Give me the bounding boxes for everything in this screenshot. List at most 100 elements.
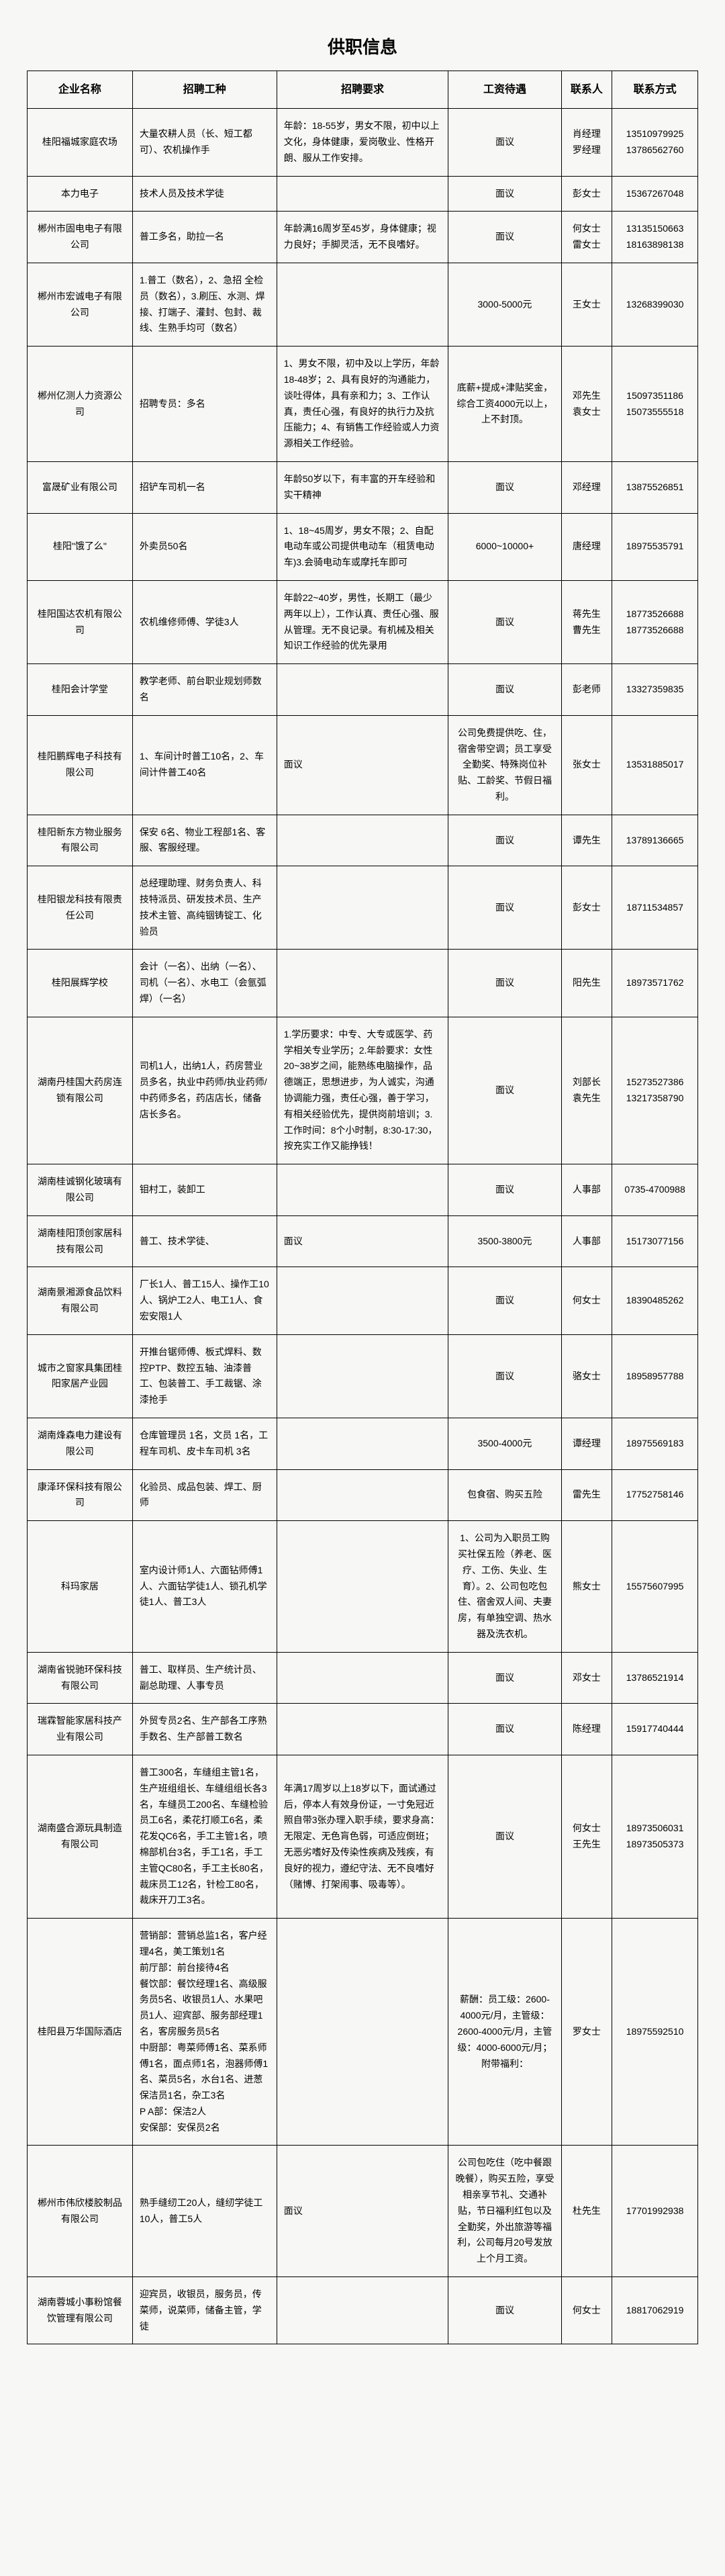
cell-contact: 骆女士: [561, 1334, 612, 1418]
th-job: 招聘工种: [132, 71, 277, 109]
cell-phone: 18975569183: [612, 1418, 698, 1470]
cell-pay: 面议: [448, 1334, 561, 1418]
cell-job: 室内设计师1人、六面钻师傅1人、六面钻学徒1人、锁孔机学徒1人、普工3人: [132, 1521, 277, 1653]
cell-pay: 3000-5000元: [448, 263, 561, 346]
cell-phone: 15367267048: [612, 176, 698, 212]
cell-company: 瑞霖智能家居科技产业有限公司: [28, 1704, 133, 1755]
cell-pay: 面议: [448, 2277, 561, 2344]
cell-phone: 18973571762: [612, 950, 698, 1017]
cell-company: 湖南景湘源食品饮料有限公司: [28, 1267, 133, 1334]
table-row: 康泽环保科技有限公司化验员、成品包装、焊工、厨师包食宿、购买五险雷先生17752…: [28, 1469, 698, 1521]
cell-contact: 何女士王先生: [561, 1755, 612, 1918]
cell-pay: 面议: [448, 1652, 561, 1704]
cell-contact: 何女士雷女士: [561, 212, 612, 263]
cell-contact: 张女士: [561, 715, 612, 815]
cell-company: 湖南蓉城小事粉馆餐饮管理有限公司: [28, 2277, 133, 2344]
cell-req: 面议: [277, 1215, 448, 1267]
cell-req: [277, 1919, 448, 2146]
cell-company: 湖南省锐驰环保科技有限公司: [28, 1652, 133, 1704]
cell-req: [277, 866, 448, 950]
table-row: 郴州市宏诚电子有限公司1.普工（数名），2、急招 全检员（数名），3.刷压、水测…: [28, 263, 698, 346]
th-req: 招聘要求: [277, 71, 448, 109]
cell-job: 司机1人，出纳1人，药房营业员多名，执业中药师/执业药师/中药师多名，药店店长，…: [132, 1017, 277, 1164]
cell-company: 郴州亿测人力资源公司: [28, 347, 133, 462]
cell-contact: 邓女士: [561, 1652, 612, 1704]
cell-contact: 彭老师: [561, 664, 612, 716]
table-row: 桂阳银龙科技有限责任公司总经理助理、财务负责人、科技特派员、研发技术员、生产技术…: [28, 866, 698, 950]
cell-job: 迎宾员，收银员，服务员，传菜师，说菜师，储备主管，学徒: [132, 2277, 277, 2344]
table-row: 桂阳鹏辉电子科技有限公司1、车间计时普工10名，2、车间计件普工40名面议公司免…: [28, 715, 698, 815]
table-row: 富晟矿业有限公司招铲车司机一名年龄50岁以下，有丰富的开车经验和实干精神面议邓经…: [28, 461, 698, 513]
cell-req: 1、男女不限，初中及以上学历，年龄18-48岁；2、具有良好的沟通能力，谈吐得体…: [277, 347, 448, 462]
cell-contact: 肖经理罗经理: [561, 109, 612, 176]
cell-company: 桂阳福城家庭农场: [28, 109, 133, 176]
cell-pay: 面议: [448, 212, 561, 263]
cell-job: 农机维修师傅、学徒3人: [132, 580, 277, 663]
table-row: 桂阳会计学堂教学老师、前台职业规划师数名面议彭老师13327359835: [28, 664, 698, 716]
cell-company: 本力电子: [28, 176, 133, 212]
cell-company: 桂阳展辉学校: [28, 950, 133, 1017]
cell-company: 湖南丹桂国大药房连锁有限公司: [28, 1017, 133, 1164]
cell-phone: 18711534857: [612, 866, 698, 950]
cell-contact: 彭女士: [561, 866, 612, 950]
cell-pay: 3500-3800元: [448, 1215, 561, 1267]
cell-company: 富晟矿业有限公司: [28, 461, 133, 513]
cell-phone: 18958957788: [612, 1334, 698, 1418]
cell-company: 桂阳县万华国际酒店: [28, 1919, 133, 2146]
table-row: 郴州市固电电子有限公司普工多名，助拉一名年龄满16周岁至45岁，身体健康；视力良…: [28, 212, 698, 263]
cell-phone: 18390485262: [612, 1267, 698, 1334]
cell-req: 面议: [277, 2146, 448, 2277]
cell-phone: 1509735118615073555518: [612, 347, 698, 462]
cell-job: 开推台锯师傅、板式焊料、数控PTP、数控五轴、油漆普工、包装普工、手工裁锯、涂漆…: [132, 1334, 277, 1418]
cell-company: 桂阳国达农机有限公司: [28, 580, 133, 663]
cell-contact: 谭先生: [561, 815, 612, 866]
cell-job: 总经理助理、财务负责人、科技特派员、研发技术员、生产技术主管、高纯铟铸锭工、化验…: [132, 866, 277, 950]
cell-phone: 18975535791: [612, 513, 698, 580]
cell-company: 康泽环保科技有限公司: [28, 1469, 133, 1521]
cell-job: 大量农耕人员（长、短工都可）、农机操作手: [132, 109, 277, 176]
th-contact: 联系人: [561, 71, 612, 109]
cell-job: 外卖员50名: [132, 513, 277, 580]
table-row: 桂阳国达农机有限公司农机维修师傅、学徒3人年龄22~40岁，男性，长期工（最少两…: [28, 580, 698, 663]
cell-job: 1、车间计时普工10名，2、车间计件普工40名: [132, 715, 277, 815]
cell-company: 湖南桂阳顶创家居科技有限公司: [28, 1215, 133, 1267]
cell-company: 湖南烽森电力建设有限公司: [28, 1418, 133, 1470]
cell-req: [277, 1704, 448, 1755]
cell-company: 桂阳新东方物业服务有限公司: [28, 815, 133, 866]
cell-contact: 熊女士: [561, 1521, 612, 1653]
table-row: 湖南丹桂国大药房连锁有限公司司机1人，出纳1人，药房营业员多名，执业中药师/执业…: [28, 1017, 698, 1164]
cell-job: 普工、取样员、生产统计员、副总助理、人事专员: [132, 1652, 277, 1704]
cell-phone: 18817062919: [612, 2277, 698, 2344]
cell-contact: 雷先生: [561, 1469, 612, 1521]
cell-pay: 面议: [448, 1755, 561, 1918]
cell-pay: 面议: [448, 109, 561, 176]
table-row: 郴州市伟欣楼胶制品有限公司熟手缝纫工20人，缝纫学徒工10人，普工5人面议公司包…: [28, 2146, 698, 2277]
cell-contact: 罗女士: [561, 1919, 612, 2146]
cell-pay: 面议: [448, 176, 561, 212]
cell-req: [277, 263, 448, 346]
cell-company: 科玛家居: [28, 1521, 133, 1653]
cell-phone: 13786521914: [612, 1652, 698, 1704]
cell-phone: 0735-4700988: [612, 1164, 698, 1216]
cell-company: 湖南桂诚钢化玻璃有限公司: [28, 1164, 133, 1216]
cell-req: 年龄：18-55岁，男女不限，初中以上文化，身体健康，爱岗敬业、性格开朗、服从工…: [277, 109, 448, 176]
cell-job: 招铲车司机一名: [132, 461, 277, 513]
table-row: 郴州亿测人力资源公司招聘专员：多名1、男女不限，初中及以上学历，年龄18-48岁…: [28, 347, 698, 462]
th-company: 企业名称: [28, 71, 133, 109]
table-row: 湖南桂诚钢化玻璃有限公司钼村工，装卸工面议人事部0735-4700988: [28, 1164, 698, 1216]
table-row: 桂阳县万华国际酒店营销部：营销总监1名，客户经理4名，美工策划1名前厅部：前台接…: [28, 1919, 698, 2146]
cell-job: 熟手缝纫工20人，缝纫学徒工10人，普工5人: [132, 2146, 277, 2277]
cell-job: 1.普工（数名），2、急招 全检员（数名），3.刷压、水测、焊接、打端子、灌封、…: [132, 263, 277, 346]
cell-phone: 13531885017: [612, 715, 698, 815]
th-pay: 工资待遇: [448, 71, 561, 109]
cell-phone: 17752758146: [612, 1469, 698, 1521]
cell-req: 1、18~45周岁，男女不限；2、自配电动车或公司提供电动车（租赁电动车)3.会…: [277, 513, 448, 580]
cell-phone: 13875526851: [612, 461, 698, 513]
cell-job: 教学老师、前台职业规划师数名: [132, 664, 277, 716]
cell-pay: 面议: [448, 1267, 561, 1334]
cell-company: 桂阳"饿了么": [28, 513, 133, 580]
cell-job: 会计（一名）、出纳（一名）、司机（一名）、水电工（会氩弧焊）（一名）: [132, 950, 277, 1017]
cell-job: 普工、技术学徒、: [132, 1215, 277, 1267]
cell-contact: 陈经理: [561, 1704, 612, 1755]
cell-contact: 杜先生: [561, 2146, 612, 2277]
